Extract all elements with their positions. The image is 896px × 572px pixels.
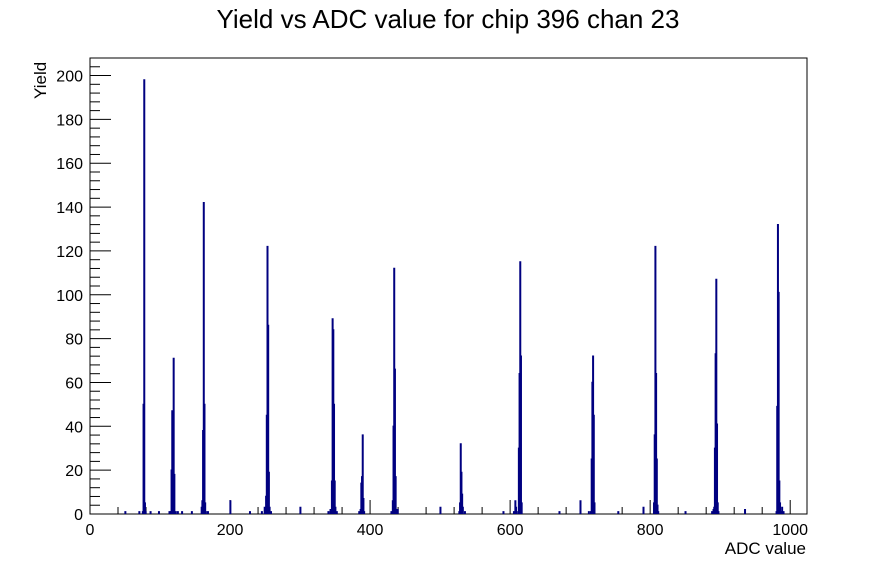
histogram-bin	[463, 511, 466, 514]
histogram-bin	[512, 511, 515, 514]
chart-title: Yield vs ADC value for chip 396 chan 23	[217, 4, 680, 34]
histogram-bin	[363, 511, 366, 514]
histogram-bin	[362, 498, 365, 514]
histogram-bin	[711, 511, 714, 514]
histogram-bin	[716, 423, 719, 514]
histogram-bin	[715, 278, 718, 514]
y-tick-label: 120	[56, 244, 83, 261]
histogram-bin	[717, 511, 720, 514]
histogram-bin	[204, 502, 207, 514]
histogram-bin	[778, 480, 781, 514]
histogram-bin	[267, 471, 270, 514]
x-tick-label: 400	[357, 522, 384, 539]
histogram-bin	[777, 291, 780, 514]
histogram-bin	[779, 502, 782, 514]
y-tick-label: 200	[56, 69, 83, 86]
histogram-bin	[173, 473, 176, 514]
histogram-bin	[461, 493, 464, 514]
histogram-bin	[396, 508, 399, 514]
x-tick-label: 1000	[772, 522, 808, 539]
histogram-bin	[461, 506, 464, 514]
histogram-bin	[267, 324, 270, 514]
histogram-bin	[655, 458, 658, 514]
histogram-bin	[203, 403, 206, 514]
histogram-bin	[143, 79, 146, 514]
plot-frame	[89, 57, 808, 515]
histogram-bin	[657, 511, 660, 514]
histogram-bin	[782, 511, 785, 514]
y-tick-label: 100	[56, 288, 83, 305]
histogram-bin	[781, 506, 784, 514]
histogram-bin	[617, 511, 620, 514]
histogram-bin	[333, 403, 336, 514]
histogram-bin	[333, 480, 336, 514]
histogram-bin	[361, 434, 364, 514]
y-tick-label: 180	[56, 112, 83, 129]
histogram-bin	[744, 508, 747, 514]
histogram-bin	[515, 506, 518, 514]
histogram-bin	[593, 502, 596, 514]
histogram-bin	[587, 511, 590, 514]
y-tick-label: 20	[65, 463, 83, 480]
x-tick-label: 600	[497, 522, 524, 539]
histogram-bin	[329, 508, 332, 514]
histogram-bin	[655, 373, 658, 514]
histogram-bin	[439, 506, 442, 514]
histogram-bin	[642, 506, 645, 514]
histogram-bin	[190, 511, 193, 514]
histogram-bin	[229, 500, 232, 514]
y-tick-label: 60	[65, 375, 83, 392]
histogram-bin	[174, 511, 177, 514]
x-tick-label: 0	[86, 522, 95, 539]
histogram-bin	[260, 511, 263, 514]
histogram-bin	[327, 511, 330, 514]
y-axis-label: Yield	[31, 62, 50, 99]
y-tick-label: 80	[65, 332, 83, 349]
histogram-bin	[172, 357, 175, 514]
histogram-bin	[263, 506, 266, 514]
histogram-bin	[168, 511, 171, 514]
histogram-bin	[138, 511, 141, 514]
histogram-bin	[684, 511, 687, 514]
histogram-bin	[204, 511, 207, 514]
y-tick-label: 160	[56, 156, 83, 173]
histogram-bin	[181, 511, 184, 514]
histogram-bin	[393, 368, 396, 514]
histogram-bin	[334, 506, 337, 514]
histogram-bin	[157, 511, 160, 514]
histogram-bin	[149, 511, 152, 514]
histogram-bin	[779, 511, 782, 514]
histogram-bin	[579, 500, 582, 514]
histogram-bin	[502, 511, 505, 514]
y-tick-label: 140	[56, 200, 83, 217]
histogram-bin	[592, 414, 595, 514]
y-tick-label: 40	[65, 419, 83, 436]
histogram-bin	[558, 511, 561, 514]
x-tick-label: 200	[217, 522, 244, 539]
histogram-bin	[395, 508, 398, 514]
histogram-bin	[460, 471, 463, 514]
histogram-bin	[299, 506, 302, 514]
histogram-bin	[520, 502, 523, 514]
histogram-bin	[268, 506, 271, 514]
histogram-bin	[248, 511, 251, 514]
histogram-bin	[206, 511, 209, 514]
histogram-bin	[270, 511, 272, 514]
histogram-bin	[335, 511, 338, 514]
histogram-bin	[716, 502, 719, 514]
histogram-bin	[176, 511, 179, 514]
histogram-bin	[519, 355, 522, 514]
y-tick-label: 0	[74, 507, 83, 524]
histogram-bin	[143, 502, 146, 514]
histogram-bin	[144, 511, 147, 514]
histogram-bin	[358, 511, 361, 514]
histogram-bin	[124, 511, 127, 514]
histogram-bin	[390, 511, 393, 514]
histogram-bin	[202, 202, 205, 514]
histogram-bin	[394, 476, 397, 514]
x-tick-label: 800	[637, 522, 664, 539]
histogram-bin	[656, 504, 659, 514]
x-axis-label: ADC value	[725, 539, 806, 558]
